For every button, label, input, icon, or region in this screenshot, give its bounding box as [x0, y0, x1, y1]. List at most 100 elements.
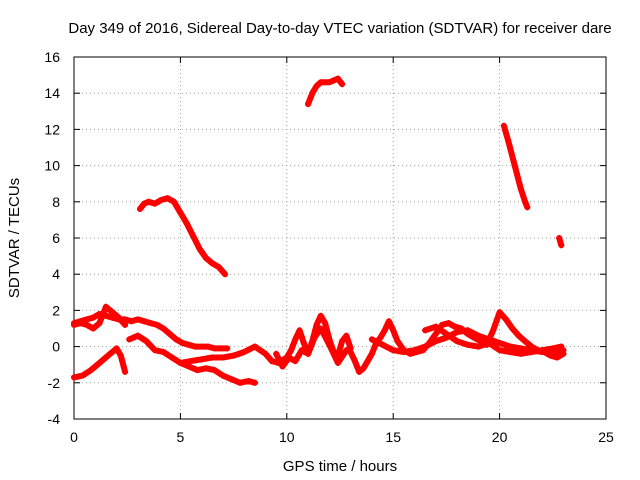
y-tick-label: 2	[52, 302, 60, 318]
data-point	[128, 318, 135, 325]
data-point	[492, 321, 499, 328]
data-point	[464, 327, 471, 334]
data-point	[190, 233, 197, 240]
data-point	[209, 354, 216, 361]
data-point	[158, 196, 165, 203]
data-point	[273, 350, 280, 357]
data-point	[290, 341, 297, 348]
data-point	[448, 334, 455, 341]
data-point	[496, 347, 503, 354]
data-point	[416, 345, 423, 352]
data-point	[219, 372, 226, 379]
data-point	[151, 347, 158, 354]
data-point	[556, 235, 563, 241]
y-tick-label: -4	[48, 411, 61, 427]
data-point	[494, 315, 501, 322]
data-point	[198, 356, 205, 363]
data-point	[339, 81, 346, 88]
data-point	[224, 345, 231, 352]
data-point	[330, 350, 337, 357]
data-point	[510, 158, 517, 165]
data-point	[100, 309, 107, 316]
data-point	[501, 348, 508, 355]
data-point	[480, 334, 487, 341]
data-point	[438, 336, 445, 343]
data-point	[422, 327, 429, 334]
data-point	[282, 358, 289, 365]
data-point	[225, 353, 232, 360]
data-point	[314, 330, 321, 337]
data-point	[506, 142, 513, 149]
y-tick-label: 16	[44, 49, 60, 65]
data-point	[117, 352, 124, 359]
data-point	[90, 314, 97, 321]
data-point	[454, 338, 461, 345]
data-point	[427, 325, 434, 332]
data-point	[505, 137, 512, 144]
data-point	[71, 374, 77, 381]
data-point	[241, 349, 248, 356]
data-point	[102, 303, 109, 310]
data-point	[136, 206, 143, 213]
data-point	[345, 339, 352, 346]
data-point	[211, 345, 218, 352]
data-point	[120, 363, 127, 370]
data-point	[517, 186, 524, 193]
y-tick-label: -2	[48, 375, 61, 391]
data-point	[451, 323, 458, 330]
y-axis-label: SDTVAR / TECUs	[6, 178, 23, 298]
data-point	[406, 348, 413, 355]
data-point	[296, 327, 303, 334]
data-point	[395, 348, 402, 355]
data-point	[517, 345, 524, 352]
data-point	[515, 332, 522, 339]
y-tick-label: 8	[52, 194, 60, 210]
data-point	[388, 322, 395, 329]
data-point	[292, 358, 299, 365]
data-point	[173, 336, 180, 343]
data-point	[512, 164, 519, 171]
data-point	[145, 198, 152, 205]
data-point	[96, 320, 103, 327]
y-tick-label: 12	[44, 121, 60, 137]
data-point	[298, 333, 305, 340]
data-point	[554, 354, 561, 361]
data-point	[236, 379, 243, 386]
data-point	[356, 368, 363, 375]
data-point	[464, 341, 471, 348]
data-point	[141, 200, 148, 207]
data-point	[515, 175, 522, 182]
data-point	[454, 329, 461, 336]
data-point	[336, 347, 343, 354]
data-point	[390, 327, 397, 334]
data-point	[379, 341, 386, 348]
data-point	[334, 75, 341, 82]
data-point	[215, 263, 222, 270]
data-point	[322, 320, 329, 327]
data-point	[371, 345, 378, 352]
data-point	[251, 343, 258, 350]
data-point	[438, 327, 445, 334]
data-point	[377, 334, 384, 341]
data-point	[480, 341, 487, 348]
data-point	[202, 254, 209, 261]
data-point	[177, 359, 184, 366]
x-axis-label: GPS time / hours	[283, 458, 397, 475]
data-point	[459, 328, 466, 335]
data-point	[96, 359, 103, 366]
data-point	[317, 312, 324, 319]
data-point	[230, 352, 237, 359]
data-point	[422, 343, 429, 350]
data-point	[160, 325, 167, 332]
data-point	[83, 321, 90, 328]
data-point	[305, 101, 312, 108]
data-point	[305, 350, 312, 357]
x-tick-label: 25	[598, 429, 614, 445]
data-point	[180, 215, 187, 222]
data-point	[193, 239, 200, 246]
data-point	[496, 339, 503, 346]
data-point	[384, 344, 391, 351]
data-point	[100, 356, 107, 363]
data-point	[374, 339, 381, 346]
data-point	[115, 314, 122, 321]
